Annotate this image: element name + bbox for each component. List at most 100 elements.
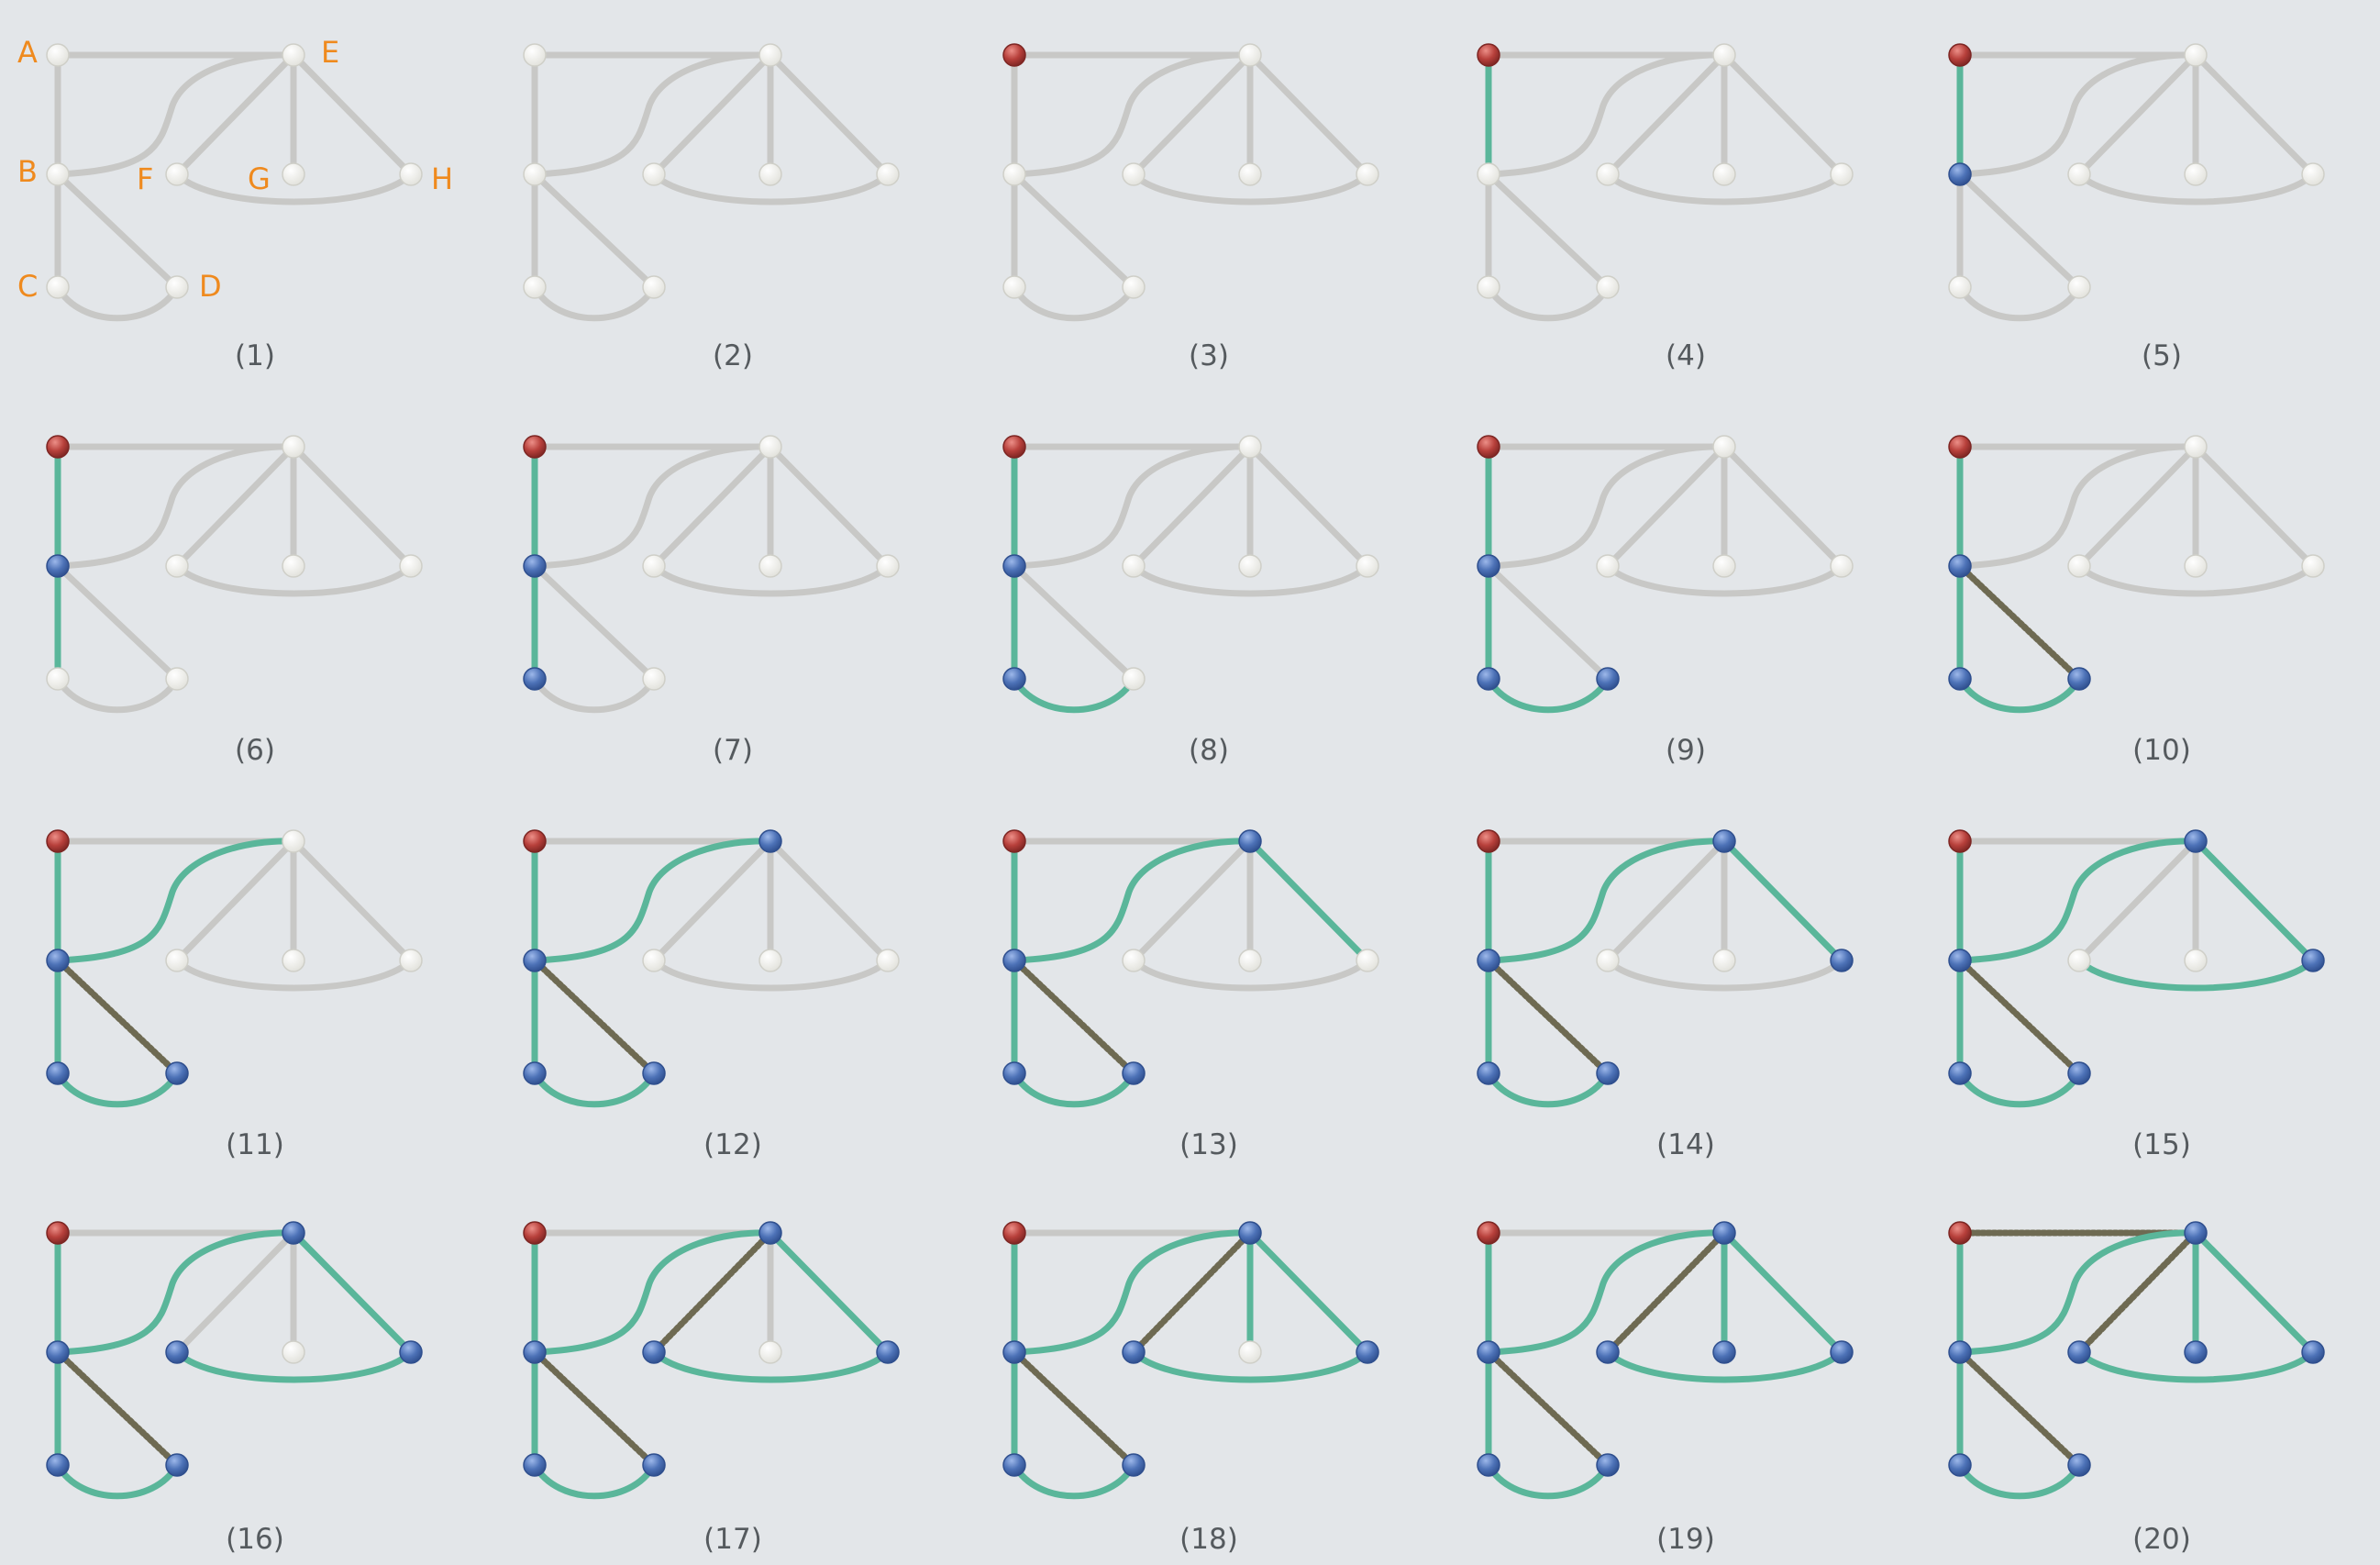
edge-unvisited-ef — [173, 838, 297, 964]
node-visited-f — [642, 1340, 666, 1364]
node-unvisited-e — [282, 43, 305, 67]
node-visited-h — [1356, 1340, 1379, 1364]
node-unvisited-g — [1238, 949, 1262, 972]
node-unvisited-f — [165, 162, 189, 186]
step-panel: A B C D E F G H (1) — [17, 35, 453, 372]
node-unvisited-h — [1830, 554, 1854, 578]
step-caption: (4) — [1666, 339, 1706, 372]
edge-back-bd — [1485, 957, 1611, 1077]
edge-unvisited-ef — [650, 838, 774, 964]
vertex-label-h: H — [431, 161, 453, 196]
node-unvisited-g — [2184, 949, 2208, 972]
edge-tree-be — [531, 1229, 774, 1356]
edge-unvisited-eh — [2192, 51, 2317, 178]
node-unvisited-d — [642, 667, 666, 691]
node-unvisited-f — [1596, 554, 1620, 578]
node-unvisited-h — [1356, 554, 1379, 578]
edge-unvisited-fh — [1604, 171, 1845, 205]
edge-unvisited-ef — [2076, 838, 2199, 964]
edge-unvisited-ef — [173, 51, 297, 178]
node-unvisited-e — [282, 435, 305, 459]
node-visited-d — [642, 1061, 666, 1085]
vertex-label-f: F — [137, 161, 153, 196]
edge-back-ef — [1130, 1229, 1254, 1356]
node-visited-c — [523, 667, 547, 691]
edge-unvisited-be — [531, 443, 774, 570]
node-unvisited-b — [523, 162, 547, 186]
node-visited-d — [1596, 1061, 1620, 1085]
node-visited-d — [2067, 1453, 2091, 1477]
edge-back-bd — [54, 1349, 181, 1469]
step-panel: (10) — [1948, 435, 2325, 767]
step-panel: (9) — [1477, 435, 1854, 767]
node-unvisited-h — [399, 949, 423, 972]
node-start-a — [1002, 43, 1026, 67]
node-visited-b — [1002, 949, 1026, 972]
node-unvisited-e — [1712, 43, 1736, 67]
edge-tree-be — [1485, 838, 1728, 964]
edge-unvisited-be — [54, 51, 297, 178]
node-visited-c — [1477, 1061, 1500, 1085]
edge-unvisited-be — [1485, 443, 1728, 570]
node-unvisited-h — [876, 949, 900, 972]
node-visited-d — [165, 1453, 189, 1477]
step-caption: (12) — [703, 1128, 762, 1161]
edge-unvisited-eh — [2192, 443, 2317, 570]
node-unvisited-c — [1002, 275, 1026, 299]
edge-unvisited-ef — [650, 443, 774, 570]
edge-unvisited-bd — [1485, 562, 1611, 683]
node-visited-h — [1830, 1340, 1854, 1364]
node-unvisited-h — [876, 162, 900, 186]
edge-unvisited-cd — [531, 283, 658, 322]
node-unvisited-f — [1122, 949, 1146, 972]
edge-unvisited-ef — [2076, 51, 2199, 178]
edge-unvisited-fh — [2076, 562, 2317, 597]
edge-tree-cd — [1485, 1461, 1611, 1500]
step-panel: (12) — [523, 829, 900, 1161]
step-caption: (2) — [713, 339, 753, 372]
edge-tree-cd — [54, 1461, 181, 1500]
edge-unvisited-cd — [54, 675, 181, 714]
step-caption: (13) — [1179, 1128, 1238, 1161]
node-visited-e — [758, 829, 782, 853]
node-visited-b — [1477, 949, 1500, 972]
edge-back-bd — [1956, 1349, 2083, 1469]
node-unvisited-g — [758, 1340, 782, 1364]
node-unvisited-g — [758, 162, 782, 186]
node-unvisited-h — [1356, 162, 1379, 186]
node-unvisited-f — [642, 554, 666, 578]
node-visited-b — [523, 949, 547, 972]
node-start-a — [1948, 1221, 1972, 1245]
edge-unvisited-ef — [1130, 51, 1254, 178]
edge-tree-be — [1011, 838, 1254, 964]
edge-unvisited-be — [1011, 443, 1254, 570]
node-visited-f — [1596, 1340, 1620, 1364]
step-caption: (5) — [2142, 339, 2182, 372]
edge-unvisited-be — [1956, 51, 2199, 178]
edge-unvisited-bd — [54, 171, 181, 291]
edge-unvisited-fh — [173, 957, 415, 992]
step-panel: (13) — [1002, 829, 1379, 1161]
node-start-a — [1002, 435, 1026, 459]
step-caption: (20) — [2132, 1523, 2191, 1556]
step-panel: (19) — [1477, 1221, 1854, 1556]
edge-unvisited-ef — [1130, 443, 1254, 570]
node-visited-d — [2067, 667, 2091, 691]
step-panel: (7) — [523, 435, 900, 767]
node-visited-c — [523, 1061, 547, 1085]
node-unvisited-e — [758, 435, 782, 459]
edge-unvisited-ef — [1604, 51, 1728, 178]
edge-unvisited-bd — [531, 562, 658, 683]
node-start-a — [1948, 43, 1972, 67]
node-unvisited-g — [1712, 162, 1736, 186]
edge-tree-be — [531, 838, 774, 964]
edge-unvisited-be — [54, 443, 297, 570]
edge-unvisited-be — [1485, 51, 1728, 178]
edge-tree-be — [1956, 1229, 2199, 1356]
edge-unvisited-fh — [650, 957, 891, 992]
step-panel: (14) — [1477, 829, 1854, 1161]
node-unvisited-e — [2184, 435, 2208, 459]
edge-unvisited-bd — [1011, 562, 1137, 683]
node-visited-f — [1122, 1340, 1146, 1364]
